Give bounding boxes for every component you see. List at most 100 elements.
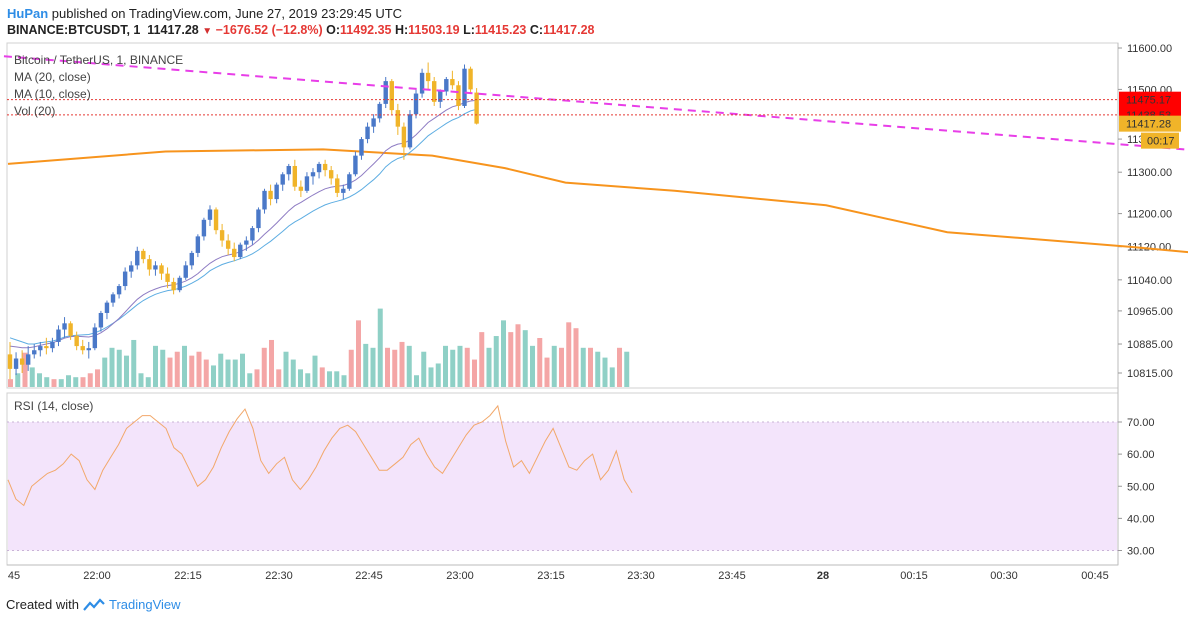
volume-bar bbox=[435, 363, 441, 387]
candle-body bbox=[468, 68, 473, 90]
candle-body bbox=[104, 302, 110, 313]
volume-bar bbox=[290, 359, 296, 387]
volume-bar bbox=[145, 377, 151, 387]
candle-body bbox=[32, 350, 37, 355]
candle-body bbox=[13, 358, 19, 369]
candle-body bbox=[432, 81, 437, 102]
candle-body bbox=[425, 72, 431, 82]
price-label-last-bg bbox=[1119, 115, 1181, 132]
volume-bar bbox=[8, 379, 13, 387]
rsi-tick-label: 60.00 bbox=[1127, 449, 1155, 461]
candle-body bbox=[268, 190, 273, 200]
ohlc-header: BINANCE:BTCUSDT, 1 11417.28 ▼ −1676.52 (… bbox=[7, 23, 595, 37]
symbol: BINANCE:BTCUSDT, 1 bbox=[7, 23, 141, 37]
volume-bar bbox=[254, 369, 260, 387]
price-tick-label: 11600.00 bbox=[1127, 43, 1172, 55]
volume-bar bbox=[341, 375, 347, 387]
volume-bar bbox=[269, 339, 274, 387]
volume-bar bbox=[319, 367, 325, 387]
volume-bar bbox=[240, 353, 245, 387]
volume-bar bbox=[428, 367, 434, 387]
volume-bar bbox=[363, 343, 369, 387]
candle-body bbox=[347, 174, 352, 189]
candle-body bbox=[292, 165, 298, 187]
candle-body bbox=[401, 126, 407, 148]
volume-bar bbox=[203, 359, 209, 387]
candle-body bbox=[122, 271, 128, 287]
time-tick-label: 22:30 bbox=[265, 570, 293, 582]
candle-body bbox=[141, 250, 146, 260]
candle-body bbox=[171, 281, 176, 291]
volume-bar bbox=[377, 308, 383, 387]
price-label-upper: 11475.17 bbox=[1126, 95, 1171, 107]
legend-ma20[interactable]: MA (20, close) bbox=[14, 70, 91, 84]
legend-vol[interactable]: Vol (20) bbox=[14, 104, 56, 118]
candle-body bbox=[80, 346, 85, 351]
legend-title[interactable]: Bitcoin / TetherUS, 1, BINANCE bbox=[14, 53, 184, 67]
volume-bar bbox=[51, 379, 57, 387]
candle-body bbox=[244, 240, 249, 245]
volume-bar bbox=[138, 373, 144, 387]
volume-bar bbox=[225, 359, 231, 387]
volume-bar bbox=[595, 351, 601, 387]
trendline bbox=[3, 55, 1188, 151]
legend-rsi[interactable]: RSI (14, close) bbox=[14, 399, 94, 413]
volume-bar bbox=[80, 377, 86, 387]
author-name[interactable]: HuPan bbox=[7, 6, 49, 21]
volume-bar bbox=[566, 322, 572, 387]
rsi-line bbox=[7, 404, 633, 507]
rsi-tick-label: 30.00 bbox=[1127, 546, 1155, 558]
price-tick-label: 11040.00 bbox=[1127, 275, 1172, 287]
volume-bar bbox=[196, 351, 202, 387]
volume-bar bbox=[131, 339, 137, 387]
candle-body bbox=[135, 250, 140, 266]
candle-body bbox=[129, 265, 134, 272]
candle-body bbox=[389, 81, 394, 111]
candle-body bbox=[195, 236, 201, 253]
price-tick-label: 10885.00 bbox=[1127, 339, 1173, 351]
candle-body bbox=[304, 176, 310, 191]
volume-bar bbox=[327, 371, 332, 387]
candle-body bbox=[110, 294, 116, 303]
low-label: L: bbox=[463, 23, 475, 37]
candle-body bbox=[238, 244, 243, 258]
candle-body bbox=[298, 186, 304, 191]
ma-fast-line bbox=[9, 108, 477, 345]
candle-body bbox=[74, 335, 79, 347]
candle-body bbox=[310, 172, 316, 177]
price-label-upper-bg bbox=[1119, 91, 1181, 108]
candle-body bbox=[153, 265, 158, 270]
rsi-tick-label: 50.00 bbox=[1127, 481, 1155, 493]
volume-bar bbox=[406, 345, 412, 387]
volume-bar bbox=[312, 355, 318, 387]
volume-bar bbox=[472, 359, 477, 387]
time-tick-label: 23:30 bbox=[627, 570, 655, 582]
candle-body bbox=[19, 358, 25, 365]
volume-bar bbox=[515, 324, 521, 387]
volume-bar bbox=[385, 347, 390, 387]
price-tick-label: 10965.00 bbox=[1127, 306, 1173, 318]
high-value: 11503.19 bbox=[408, 23, 460, 37]
candle-body bbox=[7, 354, 13, 369]
candle-body bbox=[183, 265, 188, 278]
candle-body bbox=[450, 79, 455, 86]
price-tick-label: 11300.00 bbox=[1127, 167, 1172, 179]
countdown-bg bbox=[1141, 132, 1179, 149]
volume-bar bbox=[414, 375, 419, 387]
candle-body bbox=[419, 72, 425, 94]
volume-bar bbox=[522, 330, 528, 387]
open-label: O: bbox=[326, 23, 341, 37]
candle-body bbox=[62, 323, 67, 330]
candle-body bbox=[444, 79, 449, 92]
publish-info: published on TradingView.com, June 27, 2… bbox=[51, 6, 403, 21]
price-pane bbox=[6, 42, 1119, 389]
volume-bar bbox=[356, 320, 361, 387]
volume-bar bbox=[124, 355, 129, 387]
legend-ma10[interactable]: MA (10, close) bbox=[14, 87, 91, 101]
volume-bar bbox=[544, 357, 550, 387]
tradingview-brand[interactable]: TradingView bbox=[108, 597, 181, 612]
candle-body bbox=[92, 327, 98, 349]
volume-bar bbox=[486, 347, 492, 387]
volume-bar bbox=[44, 377, 50, 387]
